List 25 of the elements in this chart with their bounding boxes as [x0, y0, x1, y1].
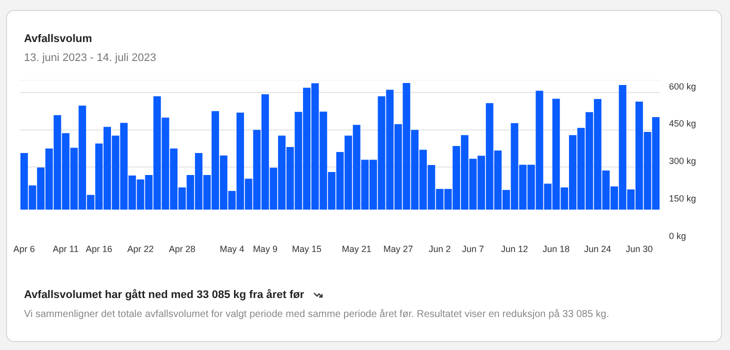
y-tick-label: 150 kg	[669, 193, 696, 204]
chart-subtitle: 13. juni 2023 - 14. juli 2023	[24, 52, 156, 64]
x-tick-label: Jun 18	[542, 244, 570, 254]
chart-title: Avfallsvolum	[24, 33, 92, 45]
x-tick-label: May 15	[292, 244, 322, 254]
x-tick-label: Jun 30	[626, 244, 653, 254]
x-tick-label: May 9	[252, 244, 278, 254]
x-tick-label: Apr 28	[168, 244, 196, 254]
y-tick-label: 300 kg	[669, 156, 696, 166]
y-tick-label: 0 kg	[669, 230, 686, 241]
y-tick-label: 450 kg	[669, 118, 696, 129]
y-tick-label: 600 kg	[669, 81, 696, 92]
text: Avfallsvolumet har gått ned med 33 085 kg fra året før	[24, 289, 306, 301]
x-tick-label: Jun 24	[584, 244, 612, 254]
x-tick-label: Apr 11	[52, 244, 79, 254]
x-tick-label: May 21	[342, 244, 372, 254]
x-tick-label: May 4	[220, 244, 244, 254]
x-tick-label: May 27	[383, 244, 413, 254]
x-tick-label: Jun 7	[462, 244, 484, 254]
x-tick-label: Apr 22	[127, 244, 154, 254]
x-tick-label: Apr 6	[13, 244, 35, 254]
x-tick-label: Jun 12	[501, 244, 528, 254]
x-tick-label: Jun 2	[428, 244, 451, 254]
x-tick-label: Apr 16	[86, 244, 112, 254]
text: Vi sammenligner det totale avfallsvolumet for valgt periode med samme periode året før. Resultatet viser en reduksjon på 33 085 kg.	[24, 309, 610, 320]
